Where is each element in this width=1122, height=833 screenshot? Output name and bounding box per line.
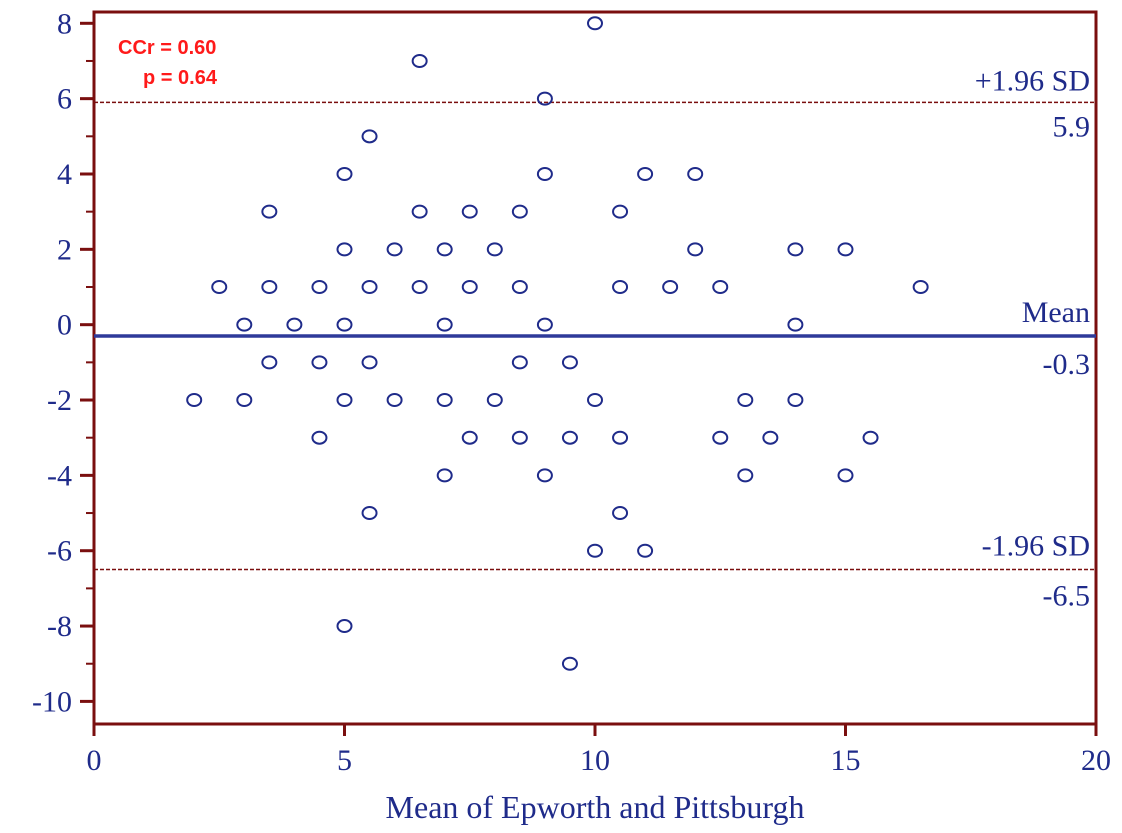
lower-limit-value: -6.5 [1043, 580, 1091, 613]
data-point [236, 317, 253, 332]
y-tick-label: 4 [57, 158, 72, 191]
data-point [862, 430, 879, 445]
data-point [411, 204, 428, 219]
data-point [637, 166, 654, 181]
data-points [186, 16, 929, 671]
data-point [511, 355, 528, 370]
data-point [511, 280, 528, 295]
lower-limit-label: -1.96 SD [982, 530, 1090, 563]
data-point [511, 430, 528, 445]
data-point [662, 280, 679, 295]
x-axis-title: Mean of Epworth and Pittsburgh [386, 789, 805, 825]
data-point [511, 204, 528, 219]
data-point [612, 280, 629, 295]
x-tick-label: 20 [1081, 744, 1111, 777]
data-point [737, 393, 754, 408]
data-point [712, 280, 729, 295]
mean-label: Mean [1022, 296, 1090, 329]
data-point [587, 16, 603, 31]
data-point [612, 506, 629, 521]
data-point [561, 355, 578, 370]
data-point [386, 242, 403, 257]
p-value-annotation: p = 0.64 [143, 67, 218, 89]
data-point [561, 430, 578, 445]
y-tick-label: -8 [47, 610, 72, 643]
data-point [386, 393, 403, 408]
data-point [637, 543, 654, 558]
data-point [336, 242, 353, 257]
data-point [361, 280, 378, 295]
plot-frame [92, 10, 1098, 726]
data-point [687, 166, 704, 181]
data-point [261, 355, 278, 370]
data-point [336, 393, 353, 408]
data-point [461, 280, 478, 295]
data-point [436, 468, 453, 483]
data-point [411, 53, 428, 68]
data-point [787, 393, 804, 408]
data-point [587, 543, 603, 558]
data-point [361, 355, 378, 370]
data-point [587, 393, 603, 408]
y-tick-label: 8 [57, 7, 72, 40]
y-tick-label: -4 [47, 459, 72, 492]
y-tick-label: -6 [47, 535, 72, 568]
data-point [536, 166, 553, 181]
y-tick-label: 2 [57, 233, 72, 266]
y-tick-label: -2 [47, 384, 72, 417]
data-point [261, 280, 278, 295]
data-point [311, 280, 328, 295]
x-tick-label: 0 [87, 744, 102, 777]
upper-limit-label: +1.96 SD [975, 64, 1090, 97]
y-tick-label: 0 [57, 309, 72, 342]
data-point [687, 242, 704, 257]
data-point [486, 242, 503, 257]
data-point [336, 166, 353, 181]
data-point [561, 656, 578, 671]
data-point [787, 317, 804, 332]
data-point [486, 393, 503, 408]
mean-value: -0.3 [1043, 348, 1091, 381]
y-tick-label: -10 [32, 685, 72, 718]
data-point [261, 204, 278, 219]
data-point [787, 242, 804, 257]
data-point [461, 430, 478, 445]
data-point [461, 204, 478, 219]
data-point [311, 430, 328, 445]
data-point [737, 468, 754, 483]
data-point [236, 393, 253, 408]
data-point [411, 280, 428, 295]
data-point [311, 355, 328, 370]
data-point [361, 506, 378, 521]
data-point [336, 619, 353, 634]
x-tick-label: 5 [337, 744, 352, 777]
data-point [762, 430, 779, 445]
data-point [436, 317, 453, 332]
upper-limit-value: 5.9 [1053, 110, 1091, 143]
data-point [536, 468, 553, 483]
data-point [712, 430, 729, 445]
ccr-annotation: CCr = 0.60 [118, 37, 216, 59]
data-point [837, 242, 854, 257]
data-point [436, 242, 453, 257]
data-point [912, 280, 929, 295]
data-point [612, 430, 629, 445]
data-point [837, 468, 854, 483]
data-point [536, 91, 553, 106]
data-point [612, 204, 629, 219]
data-point [286, 317, 303, 332]
data-point [186, 393, 203, 408]
data-point [536, 317, 553, 332]
data-point [211, 280, 228, 295]
x-tick-label: 15 [831, 744, 861, 777]
data-point [361, 129, 378, 144]
data-point [436, 393, 453, 408]
data-point [336, 317, 353, 332]
y-tick-label: 6 [57, 83, 72, 116]
x-tick-label: 10 [580, 744, 610, 777]
